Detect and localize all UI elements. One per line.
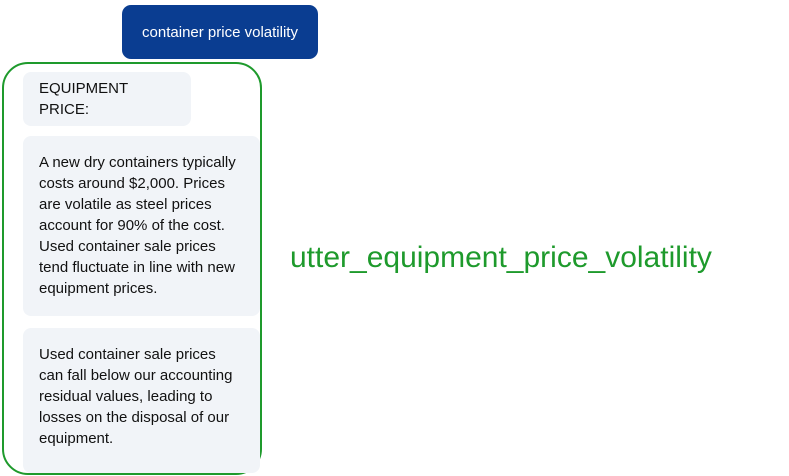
bot-message: EQUIPMENT PRICE: [23,72,191,126]
user-message-bubble: container price volatility [122,5,318,59]
bot-message-text: EQUIPMENT PRICE: [39,80,128,118]
action-name-label: utter_equipment_price_volatility [290,241,712,274]
bot-message: Used container sale prices can fall belo… [23,328,260,473]
user-message-text: container price volatility [142,23,298,41]
bot-message: A new dry containers typically costs aro… [23,136,260,316]
bot-message-text: A new dry containers typically costs aro… [39,154,236,297]
bot-response-group: EQUIPMENT PRICE: A new dry containers ty… [2,62,262,475]
bot-message-text: Used container sale prices can fall belo… [39,346,233,447]
